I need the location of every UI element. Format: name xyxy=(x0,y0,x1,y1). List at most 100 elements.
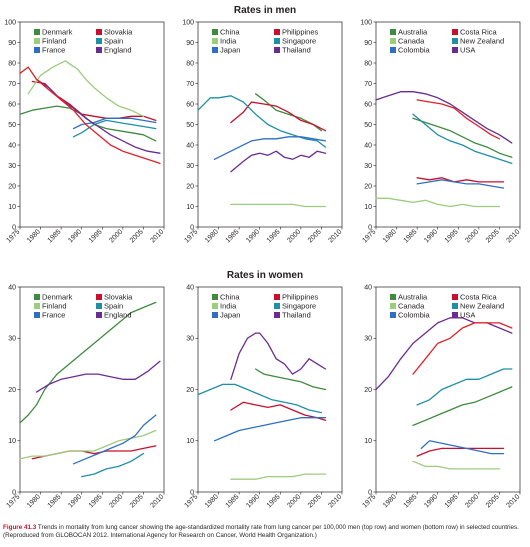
series-line-canada xyxy=(412,460,501,470)
legend-label: India xyxy=(220,37,237,46)
y-tick-label: 60 xyxy=(8,101,16,108)
x-tick-label: 1985 xyxy=(403,493,419,509)
x-tick-label: 1980 xyxy=(382,493,398,509)
legend-label: Spain xyxy=(104,302,123,311)
x-tick-label: 1995 xyxy=(88,493,104,509)
legend-swatch xyxy=(274,312,280,318)
x-tick-label: 1990 xyxy=(67,493,83,509)
series-line-usa xyxy=(375,317,513,391)
series-line-japan xyxy=(213,417,327,442)
series-line-thailand xyxy=(230,150,327,173)
legend-label: Australia xyxy=(398,293,428,302)
y-tick-label: 0 xyxy=(12,224,16,231)
y-tick-label: 90 xyxy=(364,40,372,47)
x-tick-label: 1980 xyxy=(204,228,220,244)
y-tick-label: 90 xyxy=(8,40,16,47)
series-line-finland xyxy=(27,60,145,117)
y-tick-label: 10 xyxy=(8,204,16,211)
plot-frame xyxy=(375,21,521,228)
legend-swatch xyxy=(274,294,280,300)
legend-label: Philippines xyxy=(282,293,319,302)
legend-swatch xyxy=(96,294,102,300)
x-tick-label: 2000 xyxy=(464,228,480,244)
legend-label: Colombia xyxy=(398,311,431,320)
y-tick-label: 10 xyxy=(364,204,372,211)
legend-swatch xyxy=(390,29,396,35)
series-line-unlabeled-6 xyxy=(416,99,501,140)
x-tick-label: 1975 xyxy=(361,493,377,509)
series-line-denmark xyxy=(19,301,157,424)
series-line-costa-rica xyxy=(416,447,505,457)
men-row-title: Rates in men xyxy=(234,5,296,16)
y-tick-label: 50 xyxy=(364,122,372,129)
series-line-india xyxy=(230,203,327,208)
legend-swatch xyxy=(452,47,458,53)
legend-label: Denmark xyxy=(42,28,73,37)
x-tick-label: 2005 xyxy=(485,228,501,244)
x-tick-label: 1995 xyxy=(88,228,104,244)
legend-swatch xyxy=(212,38,218,44)
legend-label: India xyxy=(220,302,237,311)
legend-label: China xyxy=(220,28,240,37)
legend-swatch xyxy=(212,303,218,309)
y-tick-label: 20 xyxy=(364,387,372,394)
series-line-france xyxy=(72,414,157,465)
x-tick-label: 2005 xyxy=(307,228,323,244)
legend-swatch xyxy=(34,312,40,318)
series-line-australia xyxy=(412,117,513,158)
y-tick-label: 40 xyxy=(8,142,16,149)
plot-frame xyxy=(197,286,343,493)
legend-label: New Zealand xyxy=(460,37,504,46)
plot-frame xyxy=(375,286,521,493)
x-tick-label: 1985 xyxy=(47,228,63,244)
x-tick-label: 1990 xyxy=(423,228,439,244)
y-tick-label: 20 xyxy=(8,387,16,394)
legend-label: Thailand xyxy=(282,311,311,320)
y-tick-label: 0 xyxy=(368,224,372,231)
legend-swatch xyxy=(274,47,280,53)
x-tick-label: 2000 xyxy=(108,493,124,509)
legend-swatch xyxy=(212,47,218,53)
legend-label: Canada xyxy=(398,37,425,46)
series-line-philippines xyxy=(230,101,327,132)
legend-label: Canada xyxy=(398,302,425,311)
y-tick-label: 10 xyxy=(186,204,194,211)
x-tick-label: 1980 xyxy=(26,493,42,509)
y-tick-label: 30 xyxy=(364,163,372,170)
x-tick-label: 2000 xyxy=(286,228,302,244)
y-tick-label: 0 xyxy=(190,489,194,496)
x-tick-label: 2005 xyxy=(307,493,323,509)
series-line-england xyxy=(35,360,161,393)
x-tick-label: 1990 xyxy=(423,493,439,509)
x-tick-label: 2000 xyxy=(108,228,124,244)
legend-swatch xyxy=(452,303,458,309)
women-row-title: Rates in women xyxy=(227,270,303,281)
y-tick-label: 30 xyxy=(186,163,194,170)
y-tick-label: 40 xyxy=(186,284,194,291)
x-tick-label: 1975 xyxy=(183,493,199,509)
x-tick-label: 2005 xyxy=(485,493,501,509)
legend-label: Philippines xyxy=(282,28,319,37)
y-tick-label: 30 xyxy=(186,336,194,343)
legend-label: Japan xyxy=(220,46,240,55)
y-tick-label: 60 xyxy=(186,101,194,108)
x-tick-label: 2010 xyxy=(505,493,521,509)
y-tick-label: 90 xyxy=(186,40,194,47)
x-tick-label: 2010 xyxy=(327,228,343,244)
x-tick-label: 2000 xyxy=(464,493,480,509)
legend-swatch xyxy=(34,47,40,53)
series-line-philippines xyxy=(230,401,327,421)
series-line-usa xyxy=(375,91,513,144)
y-tick-label: 40 xyxy=(364,284,372,291)
x-tick-label: 2010 xyxy=(149,228,165,244)
x-tick-label: 1975 xyxy=(183,228,199,244)
legend-swatch xyxy=(96,38,102,44)
x-tick-label: 1985 xyxy=(225,493,241,509)
legend-label: Slovakia xyxy=(104,293,133,302)
plot-frame xyxy=(197,21,343,228)
legend-swatch xyxy=(96,47,102,53)
series-line-canada xyxy=(375,197,501,208)
legend-label: England xyxy=(104,46,132,55)
x-tick-label: 1980 xyxy=(204,493,220,509)
y-tick-label: 100 xyxy=(4,19,16,26)
